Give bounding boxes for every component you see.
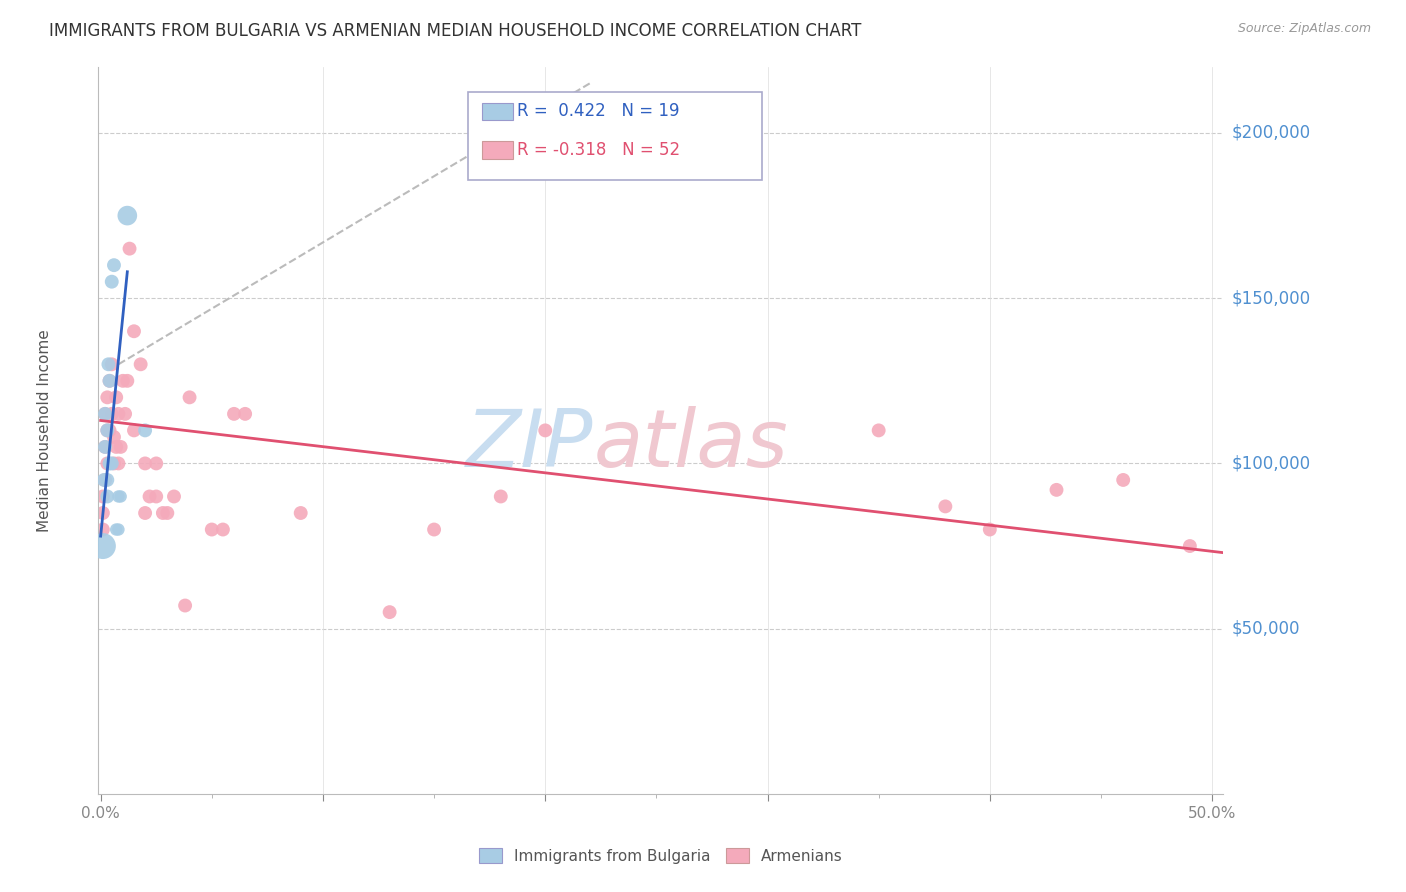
Point xyxy=(105,523,128,537)
Point xyxy=(96,457,118,471)
Point xyxy=(212,523,235,537)
Point xyxy=(107,407,129,421)
Point xyxy=(378,605,401,619)
Point xyxy=(98,424,121,438)
Point xyxy=(110,490,132,504)
Text: atlas: atlas xyxy=(593,406,789,484)
Text: Source: ZipAtlas.com: Source: ZipAtlas.com xyxy=(1237,22,1371,36)
Point xyxy=(1112,473,1135,487)
Point xyxy=(1045,483,1067,497)
Point xyxy=(91,490,114,504)
Point xyxy=(110,440,132,454)
Point xyxy=(156,506,179,520)
Point xyxy=(163,490,186,504)
Point xyxy=(96,490,118,504)
Point xyxy=(122,324,145,338)
Point xyxy=(96,424,118,438)
Point xyxy=(117,209,139,223)
Point xyxy=(94,407,117,421)
Point xyxy=(534,424,557,438)
Point xyxy=(94,440,117,454)
Point xyxy=(290,506,312,520)
Point xyxy=(100,275,122,289)
Text: R =  0.422   N = 19: R = 0.422 N = 19 xyxy=(517,103,681,120)
Text: IMMIGRANTS FROM BULGARIA VS ARMENIAN MEDIAN HOUSEHOLD INCOME CORRELATION CHART: IMMIGRANTS FROM BULGARIA VS ARMENIAN MED… xyxy=(49,22,862,40)
Text: R = -0.318   N = 52: R = -0.318 N = 52 xyxy=(517,141,681,159)
Point xyxy=(489,490,512,504)
Point xyxy=(134,506,156,520)
Point xyxy=(91,539,114,553)
Point xyxy=(138,490,160,504)
Text: $100,000: $100,000 xyxy=(1232,454,1312,473)
Point xyxy=(107,490,129,504)
Text: $50,000: $50,000 xyxy=(1232,620,1301,638)
Point xyxy=(100,357,122,371)
Point xyxy=(114,407,136,421)
Point xyxy=(100,407,122,421)
Point xyxy=(96,390,118,404)
Point xyxy=(134,424,156,438)
Point xyxy=(107,457,129,471)
Point xyxy=(98,374,121,388)
Point xyxy=(103,457,125,471)
Point xyxy=(98,457,121,471)
Point xyxy=(423,523,446,537)
Point xyxy=(94,473,117,487)
Text: $150,000: $150,000 xyxy=(1232,289,1312,307)
Point xyxy=(94,440,117,454)
Point xyxy=(868,424,890,438)
Point xyxy=(100,457,122,471)
Point xyxy=(233,407,256,421)
Point xyxy=(91,506,114,520)
Point xyxy=(129,357,152,371)
Point xyxy=(93,473,115,487)
Point xyxy=(94,407,117,421)
Point xyxy=(979,523,1001,537)
Point xyxy=(174,599,197,613)
Text: ZIP: ZIP xyxy=(465,406,593,484)
Point xyxy=(201,523,224,537)
Point xyxy=(222,407,245,421)
Point xyxy=(134,457,156,471)
Point xyxy=(117,374,139,388)
Text: Median Household Income: Median Household Income xyxy=(37,329,52,532)
Point xyxy=(107,523,129,537)
Point xyxy=(145,490,167,504)
Point xyxy=(179,390,201,404)
Point xyxy=(103,258,125,272)
Point xyxy=(103,430,125,444)
Point xyxy=(96,424,118,438)
Point xyxy=(97,357,120,371)
Point xyxy=(98,374,121,388)
Point xyxy=(105,440,128,454)
Point xyxy=(111,374,134,388)
Point xyxy=(91,523,114,537)
Text: $200,000: $200,000 xyxy=(1232,124,1312,142)
Point xyxy=(105,390,128,404)
Point xyxy=(1178,539,1201,553)
Point xyxy=(934,500,956,514)
Point xyxy=(122,424,145,438)
Point xyxy=(118,242,141,256)
Point xyxy=(152,506,174,520)
Legend: Immigrants from Bulgaria, Armenians: Immigrants from Bulgaria, Armenians xyxy=(472,842,849,870)
Point xyxy=(96,473,118,487)
Point xyxy=(145,457,167,471)
